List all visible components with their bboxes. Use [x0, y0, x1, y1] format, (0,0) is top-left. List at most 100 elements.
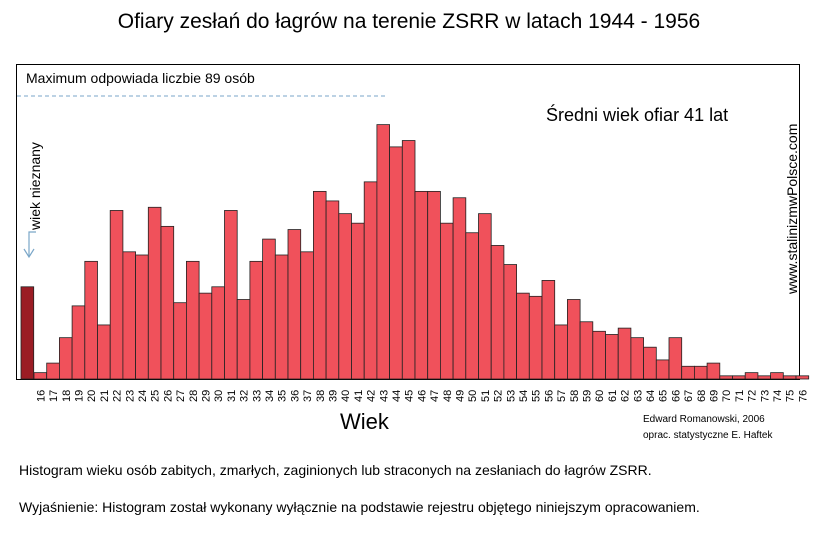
x-tick-label: 41: [353, 390, 365, 402]
x-tick-label: 62: [620, 390, 632, 402]
x-tick-label: 43: [378, 390, 390, 402]
x-tick-label: 52: [493, 390, 505, 402]
bar-age-76: [795, 375, 810, 380]
x-tick-label: 71: [734, 390, 746, 402]
x-tick-label: 40: [340, 390, 352, 402]
x-tick-label: 54: [518, 390, 530, 402]
caption-explanation: Wyjaśnienie: Histogram został wykonany w…: [19, 499, 700, 515]
bar-age-48: [439, 222, 454, 380]
bar-age-53: [503, 264, 517, 380]
bar-age-57: [554, 324, 568, 380]
bar-age-58: [567, 299, 581, 380]
bar-age-49: [452, 197, 467, 380]
x-tick-label: 34: [264, 390, 276, 402]
bar-age-71: [732, 375, 746, 380]
bar-age-36: [287, 229, 302, 380]
x-tick-label: 46: [416, 390, 428, 402]
x-tick-label: 61: [607, 390, 619, 402]
chart-title: Ofiary zesłań do łagrów na terenie ZSRR …: [117, 10, 701, 33]
x-tick-label: 67: [683, 390, 695, 402]
x-tick-label: 64: [645, 390, 657, 402]
bar-age-66: [668, 337, 683, 380]
bar-age-40: [338, 213, 352, 380]
x-tick-label: 63: [632, 390, 644, 402]
x-tick-label: 37: [302, 390, 314, 402]
x-tick-label: 56: [543, 390, 555, 402]
bar-age-33: [249, 260, 263, 380]
bar-age-44: [389, 146, 403, 380]
x-tick-label: 17: [48, 390, 60, 402]
bar-age-63: [630, 337, 645, 380]
mean-age-note: Średni wiek ofiar 41 lat: [546, 104, 728, 125]
bar-age-39: [325, 200, 340, 380]
x-tick-label: 50: [467, 390, 479, 402]
x-tick-label: 44: [391, 390, 403, 402]
x-tick-label: 32: [239, 390, 251, 402]
bar-age-64: [643, 346, 657, 380]
x-tick-label: 25: [150, 390, 162, 402]
bar-age-65: [655, 359, 670, 380]
x-tick-label: 38: [315, 390, 327, 402]
bar-age-61: [605, 334, 619, 380]
bar-age-69: [706, 362, 721, 380]
bar-age-41: [351, 222, 365, 380]
bar-age-27: [173, 302, 187, 380]
bar-age-50: [465, 232, 479, 380]
bar-age-52: [490, 245, 505, 380]
credit-author: Edward Romanowski, 2006: [643, 414, 765, 425]
bar-age-74: [770, 372, 784, 380]
bar-age-54: [516, 292, 530, 380]
x-tick-label: 42: [366, 390, 378, 402]
bar-age-38: [312, 190, 327, 380]
bar-age-21: [97, 324, 111, 380]
bar-age-68: [694, 365, 708, 380]
bar-age-16: [33, 372, 48, 380]
unknown-age-arrowhead: [23, 248, 35, 259]
x-tick-label: 33: [251, 390, 263, 402]
bar-age-47: [427, 190, 441, 380]
x-tick-label: 16: [35, 390, 47, 402]
bar-age-37: [300, 251, 314, 380]
bar-age-62: [617, 327, 632, 380]
x-tick-label: 65: [658, 390, 670, 402]
x-tick-label: 27: [175, 390, 187, 402]
x-tick-label: 47: [429, 390, 441, 402]
x-tick-label: 21: [99, 390, 111, 402]
unknown-age-label: wiek nieznany: [27, 142, 43, 231]
bar-age-43: [376, 124, 390, 380]
unknown-age-arrow: [28, 231, 36, 256]
x-tick-label: 29: [200, 390, 212, 402]
bar-age-67: [681, 365, 695, 380]
bar-age-51: [478, 213, 492, 380]
x-tick-label: 53: [505, 390, 517, 402]
x-tick-label: 72: [747, 390, 759, 402]
bar-age-75: [782, 375, 797, 380]
bar-age-23: [122, 251, 137, 380]
bar-age-25: [147, 206, 162, 380]
bar-age-34: [262, 238, 276, 380]
caption-histogram: Histogram wieku osób zabitych, zmarłych,…: [19, 462, 652, 478]
x-tick-label: 70: [721, 390, 733, 402]
bar-age-26: [160, 225, 175, 380]
x-tick-label: 18: [61, 390, 73, 402]
bar-age-35: [274, 254, 289, 380]
bar-age-72: [744, 372, 759, 380]
x-tick-label: 45: [404, 390, 416, 402]
x-tick-label: 69: [708, 390, 720, 402]
bar-age-32: [236, 299, 251, 380]
x-tick-label: 23: [124, 390, 136, 402]
x-tick-label: 24: [137, 390, 149, 402]
bar-age-60: [592, 330, 606, 380]
bar-age-19: [71, 305, 86, 380]
x-tick-label: 31: [226, 390, 238, 402]
x-tick-label: 73: [759, 390, 771, 402]
x-tick-label: 20: [86, 390, 98, 402]
x-tick-label: 60: [594, 390, 606, 402]
x-tick-label: 66: [670, 390, 682, 402]
bar-age-18: [59, 337, 73, 380]
bar-age-17: [46, 362, 60, 380]
x-tick-label: 36: [289, 390, 301, 402]
x-tick-label: 30: [213, 390, 225, 402]
x-tick-label: 74: [772, 390, 784, 402]
